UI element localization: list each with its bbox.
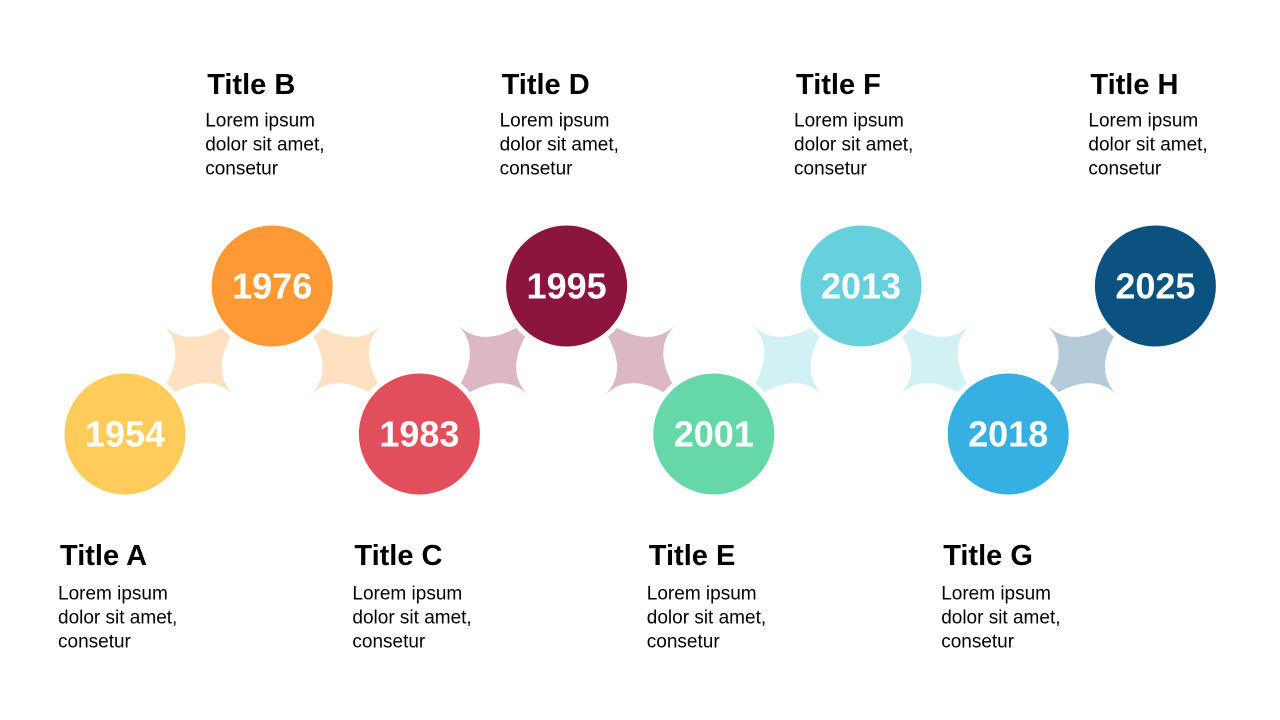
node-text: Lorem ipsum — [647, 584, 757, 605]
node-title: Title A — [60, 540, 147, 572]
node-title: Title F — [796, 69, 881, 101]
node-text: dolor sit amet, — [205, 135, 324, 156]
year-circle — [1089, 220, 1221, 352]
node-text: Lorem ipsum — [352, 584, 462, 605]
node-text: dolor sit amet, — [500, 135, 619, 156]
node-title: Title D — [502, 69, 590, 101]
year-circle — [501, 220, 633, 352]
year-label: 2025 — [1115, 266, 1195, 307]
node-text: dolor sit amet, — [794, 135, 913, 156]
node-text: consetur — [941, 632, 1015, 653]
node-text: Lorem ipsum — [58, 584, 168, 605]
node-text: Lorem ipsum — [941, 584, 1051, 605]
year-circle — [795, 220, 927, 352]
node-text: dolor sit amet, — [58, 608, 177, 629]
year-label: 1976 — [232, 266, 312, 307]
node-text: consetur — [647, 632, 721, 653]
node-text: dolor sit amet, — [1088, 135, 1207, 156]
node-title: Title B — [207, 69, 295, 101]
node-text: consetur — [794, 159, 868, 180]
year-label: 2013 — [821, 266, 901, 307]
year-circle — [942, 368, 1074, 500]
year-circle — [648, 368, 780, 500]
year-label: 2018 — [968, 414, 1048, 455]
year-label: 1995 — [527, 266, 607, 307]
node-text: consetur — [58, 632, 132, 653]
node-title: Title H — [1090, 69, 1178, 101]
year-label: 1954 — [85, 414, 165, 455]
year-circle — [353, 368, 485, 500]
year-label: 2001 — [674, 414, 754, 455]
node-title: Title G — [943, 540, 1033, 572]
node-text: dolor sit amet, — [352, 608, 471, 629]
node-text: dolor sit amet, — [941, 608, 1060, 629]
year-label: 1983 — [379, 414, 459, 455]
year-circle — [59, 368, 191, 500]
node-text: Lorem ipsum — [205, 111, 315, 132]
node-text: consetur — [1088, 159, 1162, 180]
node-title: Title E — [649, 540, 736, 572]
node-text: Lorem ipsum — [1088, 111, 1198, 132]
node-text: consetur — [352, 632, 426, 653]
node-title: Title C — [354, 540, 442, 572]
node-text: consetur — [205, 159, 279, 180]
node-text: Lorem ipsum — [794, 111, 904, 132]
node-text: Lorem ipsum — [500, 111, 610, 132]
year-circle — [206, 220, 338, 352]
node-text: dolor sit amet, — [647, 608, 766, 629]
node-text: consetur — [500, 159, 574, 180]
